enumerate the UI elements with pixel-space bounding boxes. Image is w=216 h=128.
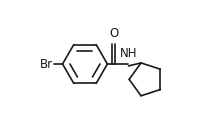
Text: NH: NH [120,47,138,60]
Text: O: O [109,27,118,40]
Text: Br: Br [40,57,53,71]
